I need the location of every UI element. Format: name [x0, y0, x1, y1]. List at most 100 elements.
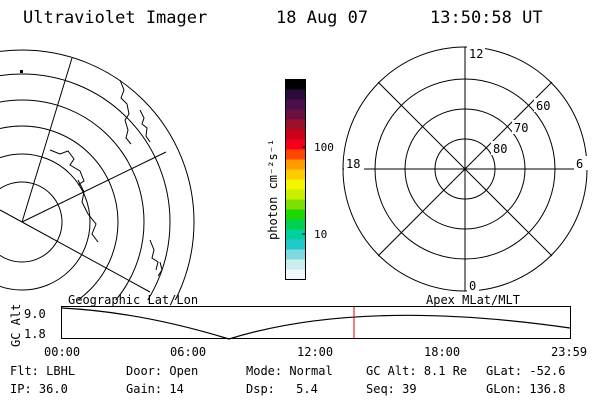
label-bg — [534, 98, 554, 112]
timeline-y-tick: 9.0 — [24, 307, 46, 321]
label-bg — [467, 278, 479, 292]
label-bg — [574, 156, 588, 170]
polar-mlt-label: 0 — [469, 279, 476, 293]
status-glat-value: -52.6 — [529, 364, 566, 378]
map-lat-ring — [0, 73, 171, 300]
timeline-x-tick: 18:00 — [424, 345, 461, 359]
timeline-x-tick: 00:00 — [44, 345, 81, 359]
status-door-label: Door: — [126, 364, 163, 378]
status-seq-value: 39 — [402, 382, 417, 396]
status-flt-value: LBHL — [46, 364, 76, 378]
status-door: Door: Open — [126, 364, 198, 378]
colorbar-unit-label: photon cm⁻²s⁻¹ — [266, 138, 280, 240]
map-meridian — [21, 57, 73, 223]
status-glon-value: 136.8 — [529, 382, 566, 396]
polar-diagonal — [377, 81, 553, 257]
status-dsp-value: 5.4 — [296, 382, 318, 396]
time-label: 13:50:58 UT — [430, 8, 543, 28]
polar-mlt-label: 12 — [469, 47, 483, 61]
colorbar-cell — [285, 189, 306, 200]
colorbar-tick-label: 100 — [314, 141, 334, 154]
colorbar-cell — [285, 239, 306, 250]
map-lat-ring — [0, 153, 91, 291]
colorbar-cell — [285, 119, 306, 130]
map-meridian — [0, 209, 23, 223]
colorbar-cell — [285, 79, 306, 90]
map-marker — [20, 70, 23, 73]
map-coastline — [49, 149, 85, 186]
colorbar-cell — [285, 209, 306, 220]
status-door-value: Open — [169, 364, 199, 378]
colorbar — [285, 79, 306, 280]
label-bg — [467, 46, 485, 60]
status-seq-label: Seq: — [366, 382, 395, 396]
label-bg — [491, 141, 511, 155]
status-ip: IP: 36.0 — [10, 382, 68, 396]
colorbar-cell — [285, 249, 306, 260]
status-glon: GLon: 136.8 — [486, 382, 565, 396]
geographic-map — [0, 49, 195, 300]
polar-mlt-label: 18 — [346, 157, 360, 171]
colorbar-cell — [285, 99, 306, 110]
polar-plot: 12 6 0 18 60 70 80 — [342, 46, 588, 293]
polar-lat-label: 70 — [514, 121, 528, 135]
colorbar-frame — [285, 79, 306, 280]
status-gcalt-value: 8.1 Re — [423, 364, 468, 378]
colorbar-cell — [285, 149, 306, 160]
map-lat-ring — [0, 125, 119, 300]
polar-mlt-label: 6 — [576, 157, 583, 171]
colorbar-cell — [285, 199, 306, 210]
map-coastline — [119, 79, 132, 145]
label-bg — [512, 120, 532, 134]
colorbar-cell — [285, 109, 306, 120]
app-title: Ultraviolet Imager — [23, 8, 208, 28]
colorbar-cell — [285, 129, 306, 140]
status-gain-label: Gain: — [126, 382, 163, 396]
status-ip-label: IP: — [10, 382, 32, 396]
status-mode: Mode: Normal — [246, 364, 333, 378]
polar-lat-label: 60 — [536, 99, 550, 113]
date-label: 18 Aug 07 — [276, 8, 369, 28]
map-lat-ring — [0, 49, 195, 300]
colorbar-cell — [285, 139, 306, 150]
status-dsp-label: Dsp: — [246, 382, 275, 396]
status-gcalt: GC Alt: 8.1 Re — [366, 364, 467, 378]
timeline-x-tick: 12:00 — [297, 345, 334, 359]
colorbar-cell — [285, 269, 306, 280]
status-glat: GLat: -52.6 — [486, 364, 565, 378]
timeline-x-tick: 23:59 — [551, 345, 588, 359]
map-coastline — [77, 179, 99, 243]
timeline-x-tick: 06:00 — [170, 345, 207, 359]
status-gcalt-label: GC Alt: — [366, 364, 417, 378]
timeline-y-tick: 1.8 — [24, 327, 46, 341]
label-bg — [344, 156, 364, 170]
map-meridian — [21, 151, 167, 223]
status-glon-label: GLon: — [486, 382, 523, 396]
colorbar-cell — [285, 159, 306, 170]
status-gain-value: 14 — [169, 382, 184, 396]
colorbar-cell — [285, 259, 306, 270]
status-seq: Seq: 39 — [366, 382, 417, 396]
colorbar-cell — [285, 219, 306, 230]
colorbar-cell — [285, 229, 306, 240]
timeline-frame — [61, 306, 571, 339]
polar-lat-label: 80 — [493, 142, 507, 156]
colorbar-cell — [285, 179, 306, 190]
map-lat-ring — [0, 99, 145, 300]
map-meridian — [21, 221, 151, 293]
timeline-yaxis-label: GC Alt — [9, 303, 23, 347]
status-mode-value: Normal — [289, 364, 333, 378]
status-glat-label: GLat: — [486, 364, 523, 378]
map-coastline — [149, 239, 159, 271]
status-flt-label: Flt: — [10, 364, 39, 378]
map-coastline — [139, 109, 151, 143]
status-dsp: Dsp: 5.4 — [246, 382, 318, 396]
map-coastline — [157, 261, 163, 277]
colorbar-cell — [285, 169, 306, 180]
colorbar-cell — [285, 89, 306, 100]
colorbar-tick-label: 10 — [314, 228, 328, 241]
timeline-left-title: Geographic Lat/Lon — [68, 293, 199, 307]
map-lat-ring — [0, 181, 63, 263]
status-mode-label: Mode: — [246, 364, 283, 378]
timeline-right-title: Apex MLat/MLT — [426, 293, 520, 307]
